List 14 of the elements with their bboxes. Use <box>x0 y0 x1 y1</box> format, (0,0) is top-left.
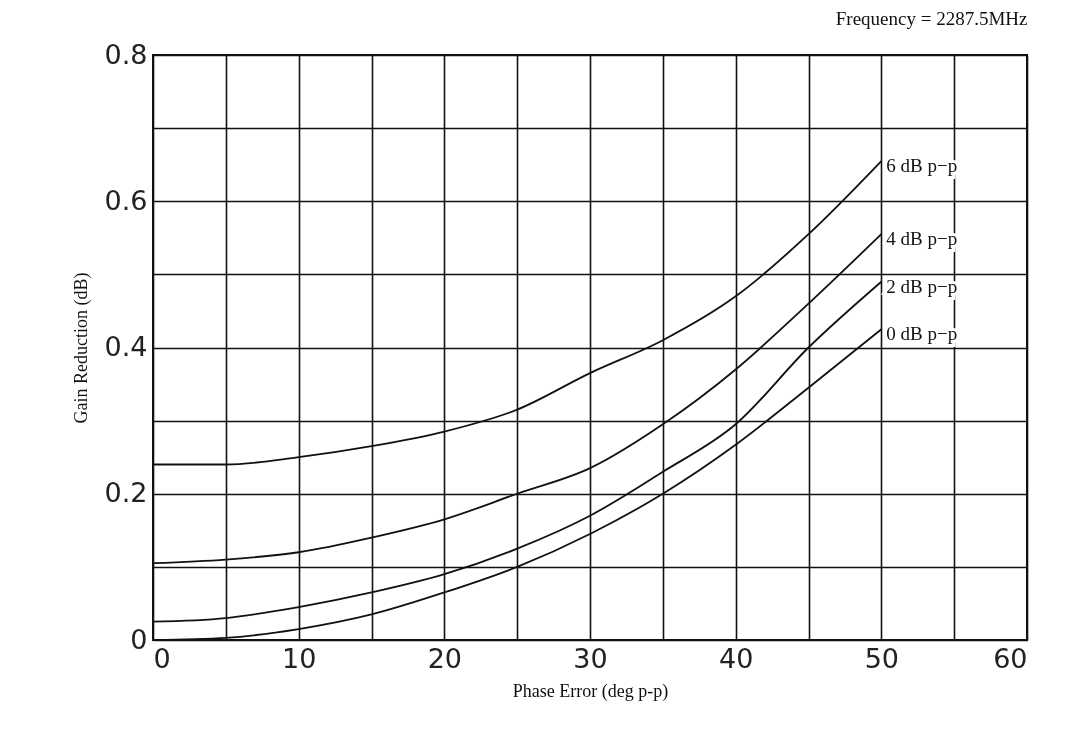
x-tick-label: 30 <box>573 642 608 674</box>
x-tick-label: 40 <box>718 642 754 674</box>
chart-title: Frequency = 2287.5MHz <box>835 8 1028 29</box>
y-tick-label: 0.4 <box>104 331 148 362</box>
x-tick-label: 50 <box>864 642 900 674</box>
x-tick-label: 20 <box>427 642 463 674</box>
y-axis-title: Gain Reduction (dB) <box>70 272 92 424</box>
y-tick-label: 0.8 <box>104 38 148 70</box>
x-tick-label: 10 <box>281 642 317 674</box>
x-tick-label: 0 <box>153 642 171 674</box>
x-tick-label: 60 <box>993 642 1028 674</box>
y-tick-label: 0.2 <box>104 477 148 509</box>
y-tick-label: 0.6 <box>104 184 148 216</box>
x-axis-title: Phase Error (deg p-p) <box>512 680 669 702</box>
